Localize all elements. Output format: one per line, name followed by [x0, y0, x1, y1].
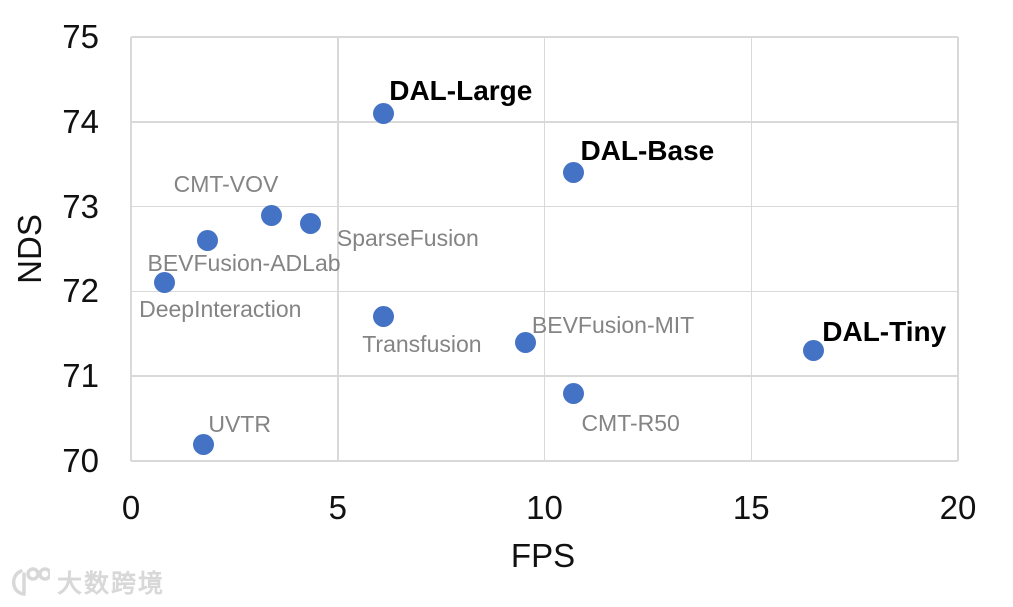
x-tick-label: 0	[121, 489, 141, 526]
y-tick-label: 72	[62, 272, 99, 310]
label-transfusion: Transfusion	[362, 330, 482, 357]
point-dal-base	[562, 162, 584, 184]
gridline-x-5	[337, 37, 339, 461]
y-tick-label: 75	[62, 18, 99, 55]
point-bevfusion-mit	[515, 331, 537, 353]
label-cmt-vov: CMT-VOV	[173, 171, 279, 198]
point-sparsefusion	[300, 213, 322, 235]
x-tick-label: 10	[526, 489, 563, 526]
label-dal-tiny: DAL-Tiny	[822, 315, 947, 347]
label-sparsefusion: SparseFusion	[336, 224, 479, 251]
y-tick-label: 71	[62, 357, 99, 395]
point-bevfusion-adlab	[196, 230, 218, 252]
gridline-y-70	[131, 460, 958, 462]
point-cmt-r50	[562, 382, 584, 404]
x-tick-label: 20	[939, 489, 977, 526]
label-bevfusion-adlab: BEVFusion-ADLab	[147, 249, 341, 276]
point-dal-tiny	[802, 340, 824, 362]
y-tick-label: 70	[62, 442, 99, 479]
watermark: 大数跨境	[8, 564, 165, 600]
label-bevfusion-mit: BEVFusion-MIT	[531, 312, 695, 339]
gridline-x-20	[957, 37, 959, 461]
label-uvtr: UVTR	[208, 411, 271, 438]
point-uvtr	[192, 433, 214, 455]
point-deepinteraction	[153, 272, 175, 294]
gridline-x-10	[543, 37, 546, 461]
plot-area: DAL-Large DAL-Base DAL-Tiny CMT-VOV SparseFu…	[130, 36, 959, 462]
label-dal-large: DAL-Large	[389, 75, 533, 107]
y-tick-label: 73	[62, 187, 99, 225]
point-dal-large	[372, 102, 394, 124]
watermark-text: 大数跨境	[57, 570, 166, 598]
point-cmt-vov	[261, 204, 283, 226]
gridline-x-0	[130, 37, 132, 461]
x-tick-label: 15	[732, 489, 770, 526]
label-cmt-r50: CMT-R50	[581, 410, 680, 437]
x-tick-label: 5	[328, 489, 347, 526]
watermark-logo-icon	[11, 567, 50, 596]
gridline-x-15	[750, 37, 752, 461]
label-dal-base: DAL-Base	[580, 134, 715, 166]
x-axis-title: FPS	[510, 537, 576, 574]
label-deepinteraction: DeepInteraction	[139, 295, 302, 322]
y-tick-label: 74	[62, 102, 99, 140]
point-transfusion	[372, 306, 394, 328]
